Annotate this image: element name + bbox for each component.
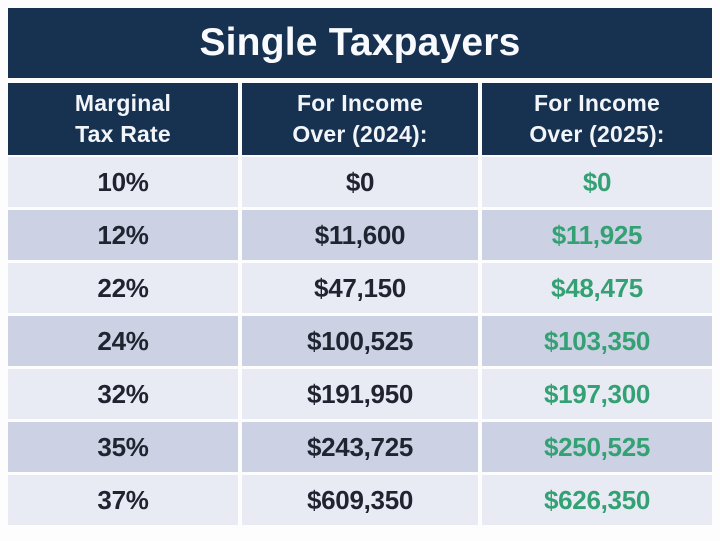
table-header-row: Marginal Tax Rate For Income Over (2024)… [8, 83, 712, 155]
cell-marginal-rate: 22% [8, 263, 238, 313]
cell-marginal-rate: 32% [8, 369, 238, 419]
table-row: 12% $11,600 $11,925 [8, 210, 712, 260]
cell-income-2024: $11,600 [242, 210, 478, 260]
cell-marginal-rate: 12% [8, 210, 238, 260]
cell-income-2024: $609,350 [242, 475, 478, 525]
cell-income-2025: $197,300 [482, 369, 712, 419]
cell-income-2025: $0 [482, 157, 712, 207]
cell-income-2025: $11,925 [482, 210, 712, 260]
table-title-bar: Single Taxpayers [8, 8, 712, 78]
cell-income-2025: $250,525 [482, 422, 712, 472]
cell-marginal-rate: 37% [8, 475, 238, 525]
cell-marginal-rate: 24% [8, 316, 238, 366]
table-row: 24% $100,525 $103,350 [8, 316, 712, 366]
table-body: 10% $0 $0 12% $11,600 $11,925 22% $47,15… [8, 157, 712, 525]
cell-marginal-rate: 10% [8, 157, 238, 207]
cell-income-2025: $103,350 [482, 316, 712, 366]
column-header-marginal-tax-rate: Marginal Tax Rate [8, 83, 238, 155]
table-row: 35% $243,725 $250,525 [8, 422, 712, 472]
cell-income-2024: $100,525 [242, 316, 478, 366]
table-row: 32% $191,950 $197,300 [8, 369, 712, 419]
column-header-income-2024: For Income Over (2024): [242, 83, 478, 155]
cell-income-2024: $191,950 [242, 369, 478, 419]
cell-marginal-rate: 35% [8, 422, 238, 472]
table-row: 10% $0 $0 [8, 157, 712, 207]
page-title: Single Taxpayers [199, 21, 521, 64]
column-header-income-2025: For Income Over (2025): [482, 83, 712, 155]
cell-income-2024: $47,150 [242, 263, 478, 313]
cell-income-2025: $48,475 [482, 263, 712, 313]
table-row: 37% $609,350 $626,350 [8, 475, 712, 525]
cell-income-2025: $626,350 [482, 475, 712, 525]
table-row: 22% $47,150 $48,475 [8, 263, 712, 313]
cell-income-2024: $0 [242, 157, 478, 207]
cell-income-2024: $243,725 [242, 422, 478, 472]
